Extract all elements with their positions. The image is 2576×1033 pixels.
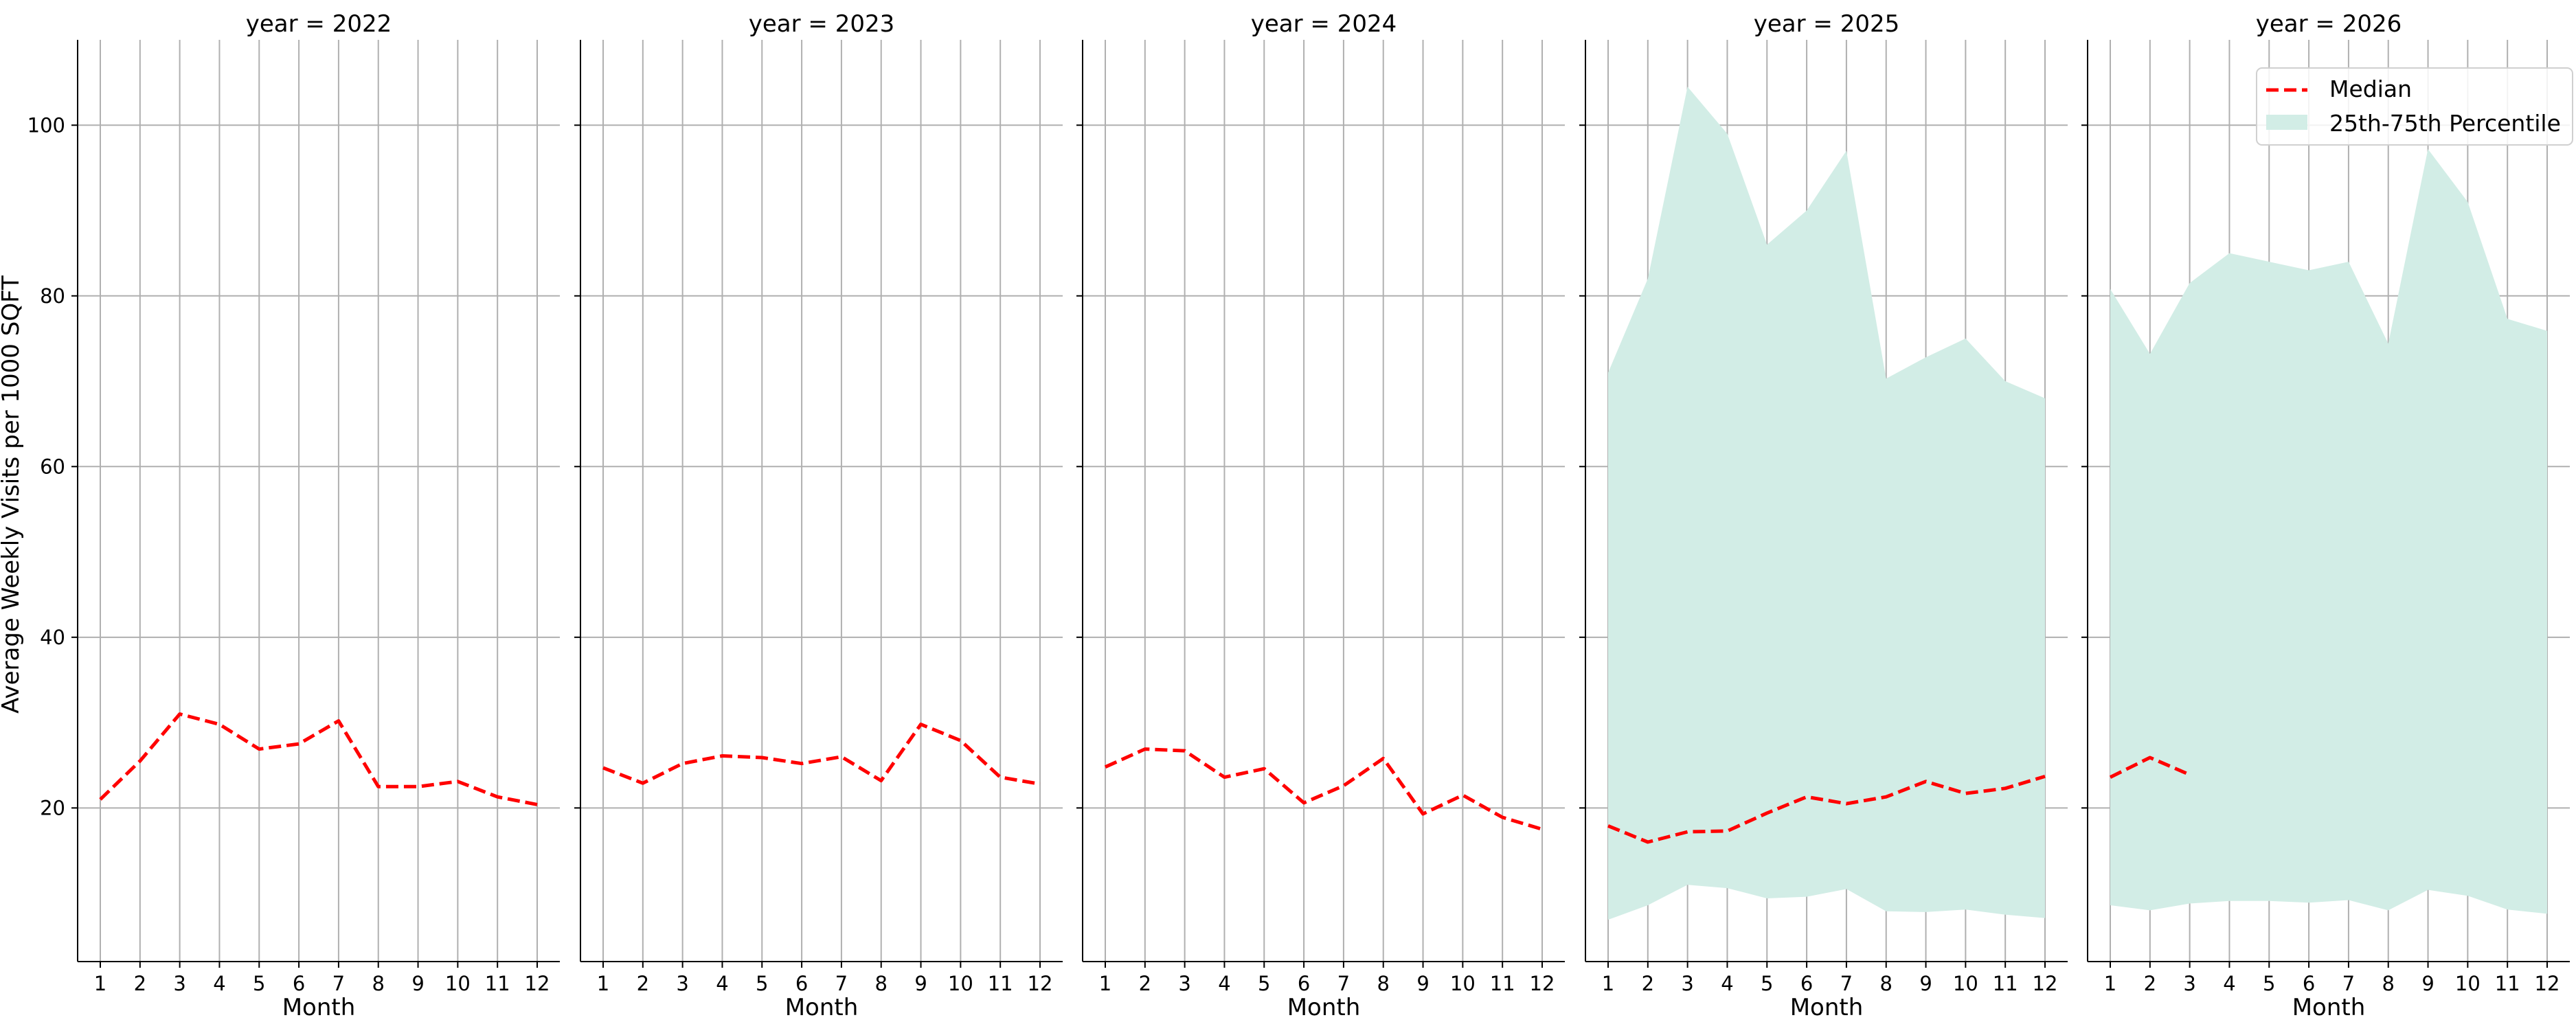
x-tick-label: 6 <box>293 972 305 995</box>
x-axis-title: Month <box>1287 994 1361 1021</box>
legend-median-label: Median <box>2329 76 2412 102</box>
x-tick-label: 5 <box>1258 972 1270 995</box>
x-axis-title: Month <box>2292 994 2366 1021</box>
y-tick-label: 20 <box>40 796 65 819</box>
x-axis-title: Month <box>1790 994 1864 1021</box>
y-tick-label: 80 <box>40 284 65 308</box>
x-tick-label: 4 <box>213 972 225 995</box>
x-tick-label: 1 <box>1602 972 1614 995</box>
x-tick-label: 3 <box>2183 972 2195 995</box>
x-tick-label: 10 <box>445 972 471 995</box>
legend: Median 25th-75th Percentile <box>2257 68 2573 145</box>
x-tick-label: 9 <box>1416 972 1429 995</box>
x-tick-label: 7 <box>2342 972 2355 995</box>
median-line <box>603 725 1040 784</box>
x-tick-label: 6 <box>2303 972 2315 995</box>
y-tick-label: 100 <box>27 113 65 137</box>
x-tick-label: 9 <box>411 972 424 995</box>
x-tick-label: 8 <box>1377 972 1390 995</box>
x-tick-label: 9 <box>1919 972 1932 995</box>
x-tick-label: 8 <box>1880 972 1893 995</box>
x-tick-label: 10 <box>2455 972 2481 995</box>
x-tick-label: 2 <box>2144 972 2156 995</box>
panel-title: year = 2025 <box>1754 10 1899 38</box>
x-tick-label: 7 <box>1337 972 1350 995</box>
x-tick-label: 9 <box>2421 972 2434 995</box>
percentile-band <box>2110 149 2547 913</box>
x-tick-label: 3 <box>1681 972 1693 995</box>
x-axis-title: Month <box>282 994 356 1021</box>
x-tick-label: 12 <box>525 972 550 995</box>
median-line <box>100 714 537 805</box>
x-tick-label: 4 <box>716 972 728 995</box>
x-tick-label: 3 <box>1178 972 1190 995</box>
x-tick-label: 10 <box>1953 972 1978 995</box>
x-tick-label: 6 <box>795 972 808 995</box>
legend-band-swatch <box>2266 115 2307 130</box>
median-line <box>1105 749 1542 830</box>
y-axis-title: Average Weekly Visits per 1000 SQFT <box>0 275 25 714</box>
x-tick-label: 1 <box>597 972 609 995</box>
x-tick-label: 1 <box>2104 972 2116 995</box>
x-tick-label: 2 <box>1642 972 1654 995</box>
x-tick-label: 2 <box>637 972 649 995</box>
x-tick-label: 5 <box>253 972 265 995</box>
x-axis-title: Month <box>785 994 859 1021</box>
x-tick-label: 11 <box>1993 972 2018 995</box>
x-tick-label: 9 <box>914 972 927 995</box>
x-tick-label: 5 <box>2263 972 2275 995</box>
x-tick-label: 8 <box>875 972 888 995</box>
panel-title: year = 2024 <box>1251 10 1397 38</box>
x-tick-label: 7 <box>332 972 345 995</box>
x-tick-label: 4 <box>2223 972 2235 995</box>
x-tick-label: 11 <box>1490 972 1515 995</box>
x-tick-label: 10 <box>1450 972 1476 995</box>
x-tick-label: 6 <box>1298 972 1310 995</box>
x-tick-label: 8 <box>2382 972 2395 995</box>
x-tick-label: 10 <box>948 972 973 995</box>
y-tick-label: 60 <box>40 455 65 478</box>
panel-title: year = 2026 <box>2256 10 2402 38</box>
x-tick-label: 8 <box>372 972 385 995</box>
x-tick-label: 6 <box>1800 972 1813 995</box>
x-tick-label: 1 <box>94 972 106 995</box>
x-tick-label: 2 <box>134 972 146 995</box>
panel-title: year = 2022 <box>246 10 392 38</box>
x-tick-label: 7 <box>1840 972 1853 995</box>
x-tick-label: 4 <box>1218 972 1230 995</box>
y-tick-label: 40 <box>40 626 65 649</box>
x-tick-label: 12 <box>1530 972 1555 995</box>
panel-title: year = 2023 <box>749 10 894 38</box>
x-tick-label: 5 <box>1761 972 1773 995</box>
x-tick-label: 2 <box>1139 972 1151 995</box>
x-tick-label: 11 <box>485 972 510 995</box>
percentile-band <box>1608 87 2045 920</box>
x-tick-label: 11 <box>988 972 1013 995</box>
x-tick-label: 11 <box>2495 972 2520 995</box>
x-tick-label: 12 <box>2535 972 2560 995</box>
x-tick-label: 4 <box>1721 972 1733 995</box>
x-tick-label: 12 <box>1028 972 1053 995</box>
legend-band-label: 25th-75th Percentile <box>2329 110 2561 137</box>
x-tick-label: 7 <box>835 972 848 995</box>
x-tick-label: 3 <box>173 972 185 995</box>
x-tick-label: 1 <box>1099 972 1111 995</box>
x-tick-label: 5 <box>756 972 768 995</box>
x-tick-label: 3 <box>676 972 688 995</box>
x-tick-label: 12 <box>2033 972 2058 995</box>
